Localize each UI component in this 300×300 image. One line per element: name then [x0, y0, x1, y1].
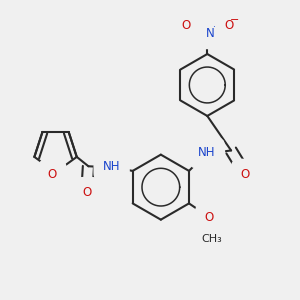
Text: O: O: [205, 212, 214, 224]
Text: +: +: [212, 22, 220, 32]
Text: O: O: [82, 186, 92, 200]
Text: NH: NH: [103, 160, 120, 173]
Text: O: O: [48, 168, 57, 181]
Text: O: O: [224, 19, 234, 32]
Text: N: N: [206, 27, 214, 40]
Text: O: O: [182, 19, 191, 32]
Text: NH: NH: [198, 146, 216, 159]
Text: −: −: [230, 15, 239, 25]
Text: CH₃: CH₃: [201, 234, 222, 244]
Text: O: O: [240, 168, 249, 181]
